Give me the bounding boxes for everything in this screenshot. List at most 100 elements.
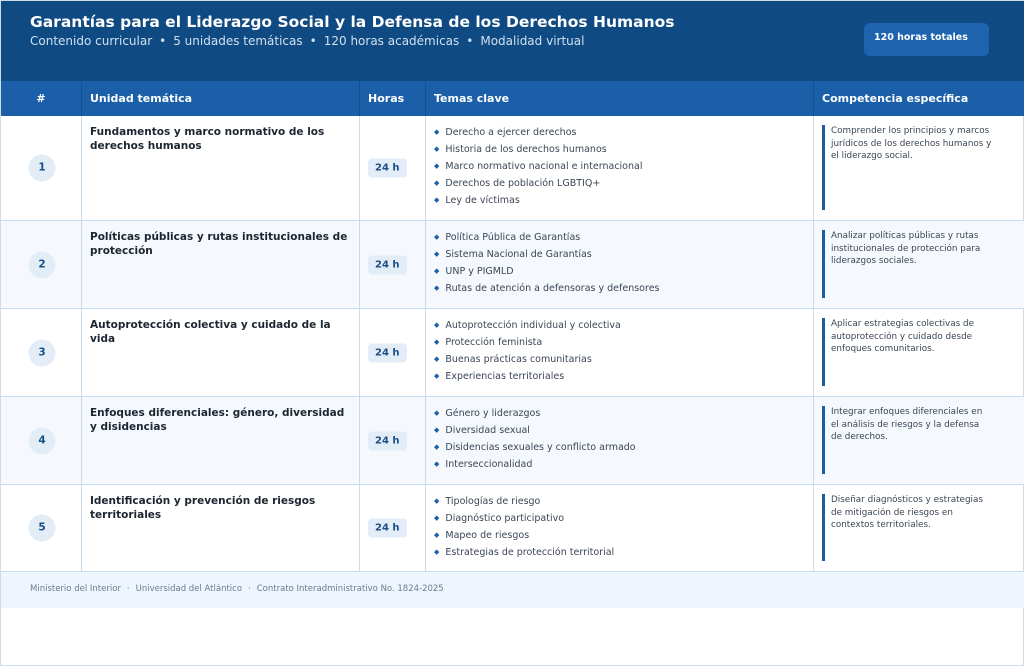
bullet-icon: ◆ <box>434 514 440 522</box>
topic-item: ◆ Historia de los derechos humanos <box>434 144 607 155</box>
bullet-icon: ◆ <box>434 321 440 329</box>
competence-text: Diseñar diagnósticos y estrategias de mi… <box>822 494 992 561</box>
topics-list: ◆ Política Pública de Garantías ◆ Sistema N… <box>426 221 813 298</box>
bullet-icon: ◆ <box>434 145 440 153</box>
subtitle-item: 120 horas académicas <box>323 34 460 48</box>
column-header-competence: Competencia específica <box>814 81 1024 116</box>
bullet-icon: ◆ <box>434 409 440 417</box>
topic-item: ◆ UNP y PIGMLD <box>434 266 514 277</box>
subtitle-item: 5 unidades temáticas <box>173 34 303 48</box>
hours-cell: 24 h <box>360 485 426 571</box>
topic-item: ◆ Disidencias sexuales y conflicto armado <box>434 442 636 453</box>
number-cell: 5 <box>1 485 82 571</box>
competence-text: Analizar políticas públicas y rutas inst… <box>822 230 992 298</box>
topic-item: ◆ Estrategias de protección territorial <box>434 547 615 558</box>
footer-item: Universidad del Atlántico <box>135 584 243 594</box>
unit-title: Fundamentos y marco normativo de los der… <box>90 126 325 152</box>
hours-badge: 24 h <box>368 518 407 538</box>
unit-cell: Autoprotección colectiva y cuidado de la… <box>82 309 360 396</box>
competence-text: Aplicar estrategias colectivas de autopr… <box>822 318 992 386</box>
topic-item: ◆ Diagnóstico participativo <box>434 513 565 524</box>
bullet-icon: ◆ <box>434 162 440 170</box>
bullet-icon: ◆ <box>434 284 440 292</box>
bullet-icon: ◆ <box>434 497 440 505</box>
footer-item: Contrato Interadministrativo No. 1824-20… <box>256 584 444 594</box>
bullet-icon: ◆ <box>434 426 440 434</box>
competence-text: Integrar enfoques diferenciales en el an… <box>822 406 992 474</box>
topic-item: ◆ Autoprotección individual y colectiva <box>434 320 621 331</box>
topic-item: ◆ Género y liderazgos <box>434 408 541 419</box>
competence-cell: Diseñar diagnósticos y estrategias de mi… <box>814 485 1024 571</box>
topics-cell: ◆ Política Pública de Garantías ◆ Sistema N… <box>426 221 814 308</box>
topics-list: ◆ Tipologías de riesgo ◆ Diagnóstico partic… <box>426 485 813 562</box>
number-cell: 4 <box>1 397 82 484</box>
bullet-icon: ◆ <box>434 338 440 346</box>
competence-cell: Integrar enfoques diferenciales en el an… <box>814 397 1024 484</box>
footer-item: Ministerio del Interior <box>30 584 121 594</box>
topics-cell: ◆ Derecho a ejercer derechos ◆ Historia de … <box>426 116 814 220</box>
topic-item: ◆ Experiencias territoriales <box>434 371 565 382</box>
competence-text: Comprender los principios y marcos juríd… <box>822 125 992 210</box>
bullet-icon: ◆ <box>434 548 440 556</box>
unit-number-badge: 1 <box>28 154 56 182</box>
topic-item: ◆ Protección feminista <box>434 337 543 348</box>
subtitle-item: Modalidad virtual <box>480 34 585 48</box>
table-row: 2 Políticas públicas y rutas institucion… <box>1 221 1024 309</box>
bullet-icon: ◆ <box>434 460 440 468</box>
topic-item: ◆ Rutas de atención a defensoras y defens… <box>434 283 660 294</box>
table-row: 4 Enfoques diferenciales: género, divers… <box>1 397 1024 485</box>
unit-number-badge: 2 <box>28 251 56 278</box>
column-header-unit: Unidad temática <box>82 81 360 116</box>
hours-cell: 24 h <box>360 116 426 220</box>
hours-badge: 24 h <box>368 158 407 178</box>
topic-item: ◆ Derechos de población LGBTIQ+ <box>434 178 601 189</box>
topic-item: ◆ Marco normativo nacional e internaciona… <box>434 161 643 172</box>
bullet-icon: ◆ <box>434 196 440 204</box>
column-header-hours: Horas <box>360 81 426 116</box>
hours-badge: 24 h <box>368 343 407 362</box>
topics-cell: ◆ Autoprotección individual y colectiva ◆ P… <box>426 309 814 396</box>
unit-cell: Políticas públicas y rutas institucional… <box>82 221 360 308</box>
competence-cell: Analizar políticas públicas y rutas inst… <box>814 221 1024 308</box>
unit-title: Autoprotección colectiva y cuidado de la… <box>90 319 331 345</box>
topic-item: ◆ Buenas prácticas comunitarias <box>434 354 592 365</box>
hours-badge: 24 h <box>368 255 407 274</box>
bullet-icon: ◆ <box>434 355 440 363</box>
page-subtitle: Contenido curricular • 5 unidades temática… <box>30 34 585 48</box>
topics-cell: ◆ Tipologías de riesgo ◆ Diagnóstico partic… <box>426 485 814 571</box>
bullet-icon: ◆ <box>434 233 440 241</box>
topic-item: ◆ Derecho a ejercer derechos <box>434 127 577 138</box>
topics-list: ◆ Género y liderazgos ◆ Diversidad sexual ◆ D… <box>426 397 813 474</box>
table-header: # Unidad temática Horas Temas clave Comp… <box>1 81 1024 116</box>
topics-cell: ◆ Género y liderazgos ◆ Diversidad sexual ◆ D… <box>426 397 814 484</box>
topic-item: ◆ Mapeo de riesgos <box>434 530 530 541</box>
unit-number-badge: 3 <box>28 339 56 366</box>
hours-cell: 24 h <box>360 221 426 308</box>
bullet-icon: ◆ <box>434 443 440 451</box>
bullet-icon: ◆ <box>434 372 440 380</box>
hours-badge: 24 h <box>368 431 407 450</box>
hours-cell: 24 h <box>360 309 426 396</box>
table-row: 5 Identificación y prevención de riesgos… <box>1 485 1024 572</box>
footer: Ministerio del Interior · Universidad del … <box>1 572 1024 608</box>
topic-item: ◆ Tipologías de riesgo <box>434 496 541 507</box>
hours-cell: 24 h <box>360 397 426 484</box>
unit-cell: Fundamentos y marco normativo de los der… <box>82 116 360 220</box>
subtitle-item: Contenido curricular <box>30 34 153 48</box>
unit-cell: Enfoques diferenciales: género, diversid… <box>82 397 360 484</box>
number-cell: 1 <box>1 116 82 220</box>
competence-cell: Comprender los principios y marcos juríd… <box>814 116 1024 220</box>
total-hours-badge: 120 horas totales <box>864 23 989 56</box>
topics-list: ◆ Autoprotección individual y colectiva ◆ P… <box>426 309 813 386</box>
unit-number-badge: 5 <box>28 514 56 542</box>
topic-item: ◆ Ley de víctimas <box>434 195 520 206</box>
bullet-icon: ◆ <box>434 179 440 187</box>
unit-title: Identificación y prevención de riesgos t… <box>90 495 316 521</box>
unit-cell: Identificación y prevención de riesgos t… <box>82 485 360 571</box>
topic-item: ◆ Interseccionalidad <box>434 459 533 470</box>
bullet-icon: ◆ <box>434 531 440 539</box>
topic-item: ◆ Política Pública de Garantías <box>434 232 581 243</box>
page-title: Garantías para el Liderazgo Social y la … <box>30 13 675 31</box>
unit-title: Políticas públicas y rutas institucional… <box>90 231 348 257</box>
column-header-number: # <box>1 81 82 116</box>
